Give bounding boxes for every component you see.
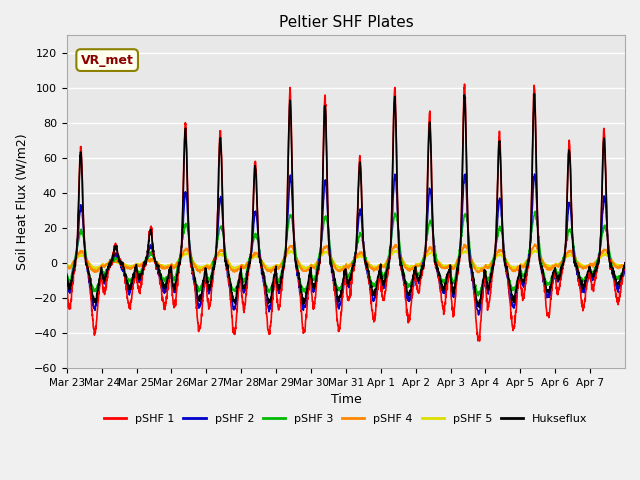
Text: VR_met: VR_met (81, 54, 134, 67)
X-axis label: Time: Time (330, 393, 361, 406)
Y-axis label: Soil Heat Flux (W/m2): Soil Heat Flux (W/m2) (15, 133, 28, 270)
Legend: pSHF 1, pSHF 2, pSHF 3, pSHF 4, pSHF 5, Hukseflux: pSHF 1, pSHF 2, pSHF 3, pSHF 4, pSHF 5, … (100, 410, 592, 429)
Title: Peltier SHF Plates: Peltier SHF Plates (278, 15, 413, 30)
